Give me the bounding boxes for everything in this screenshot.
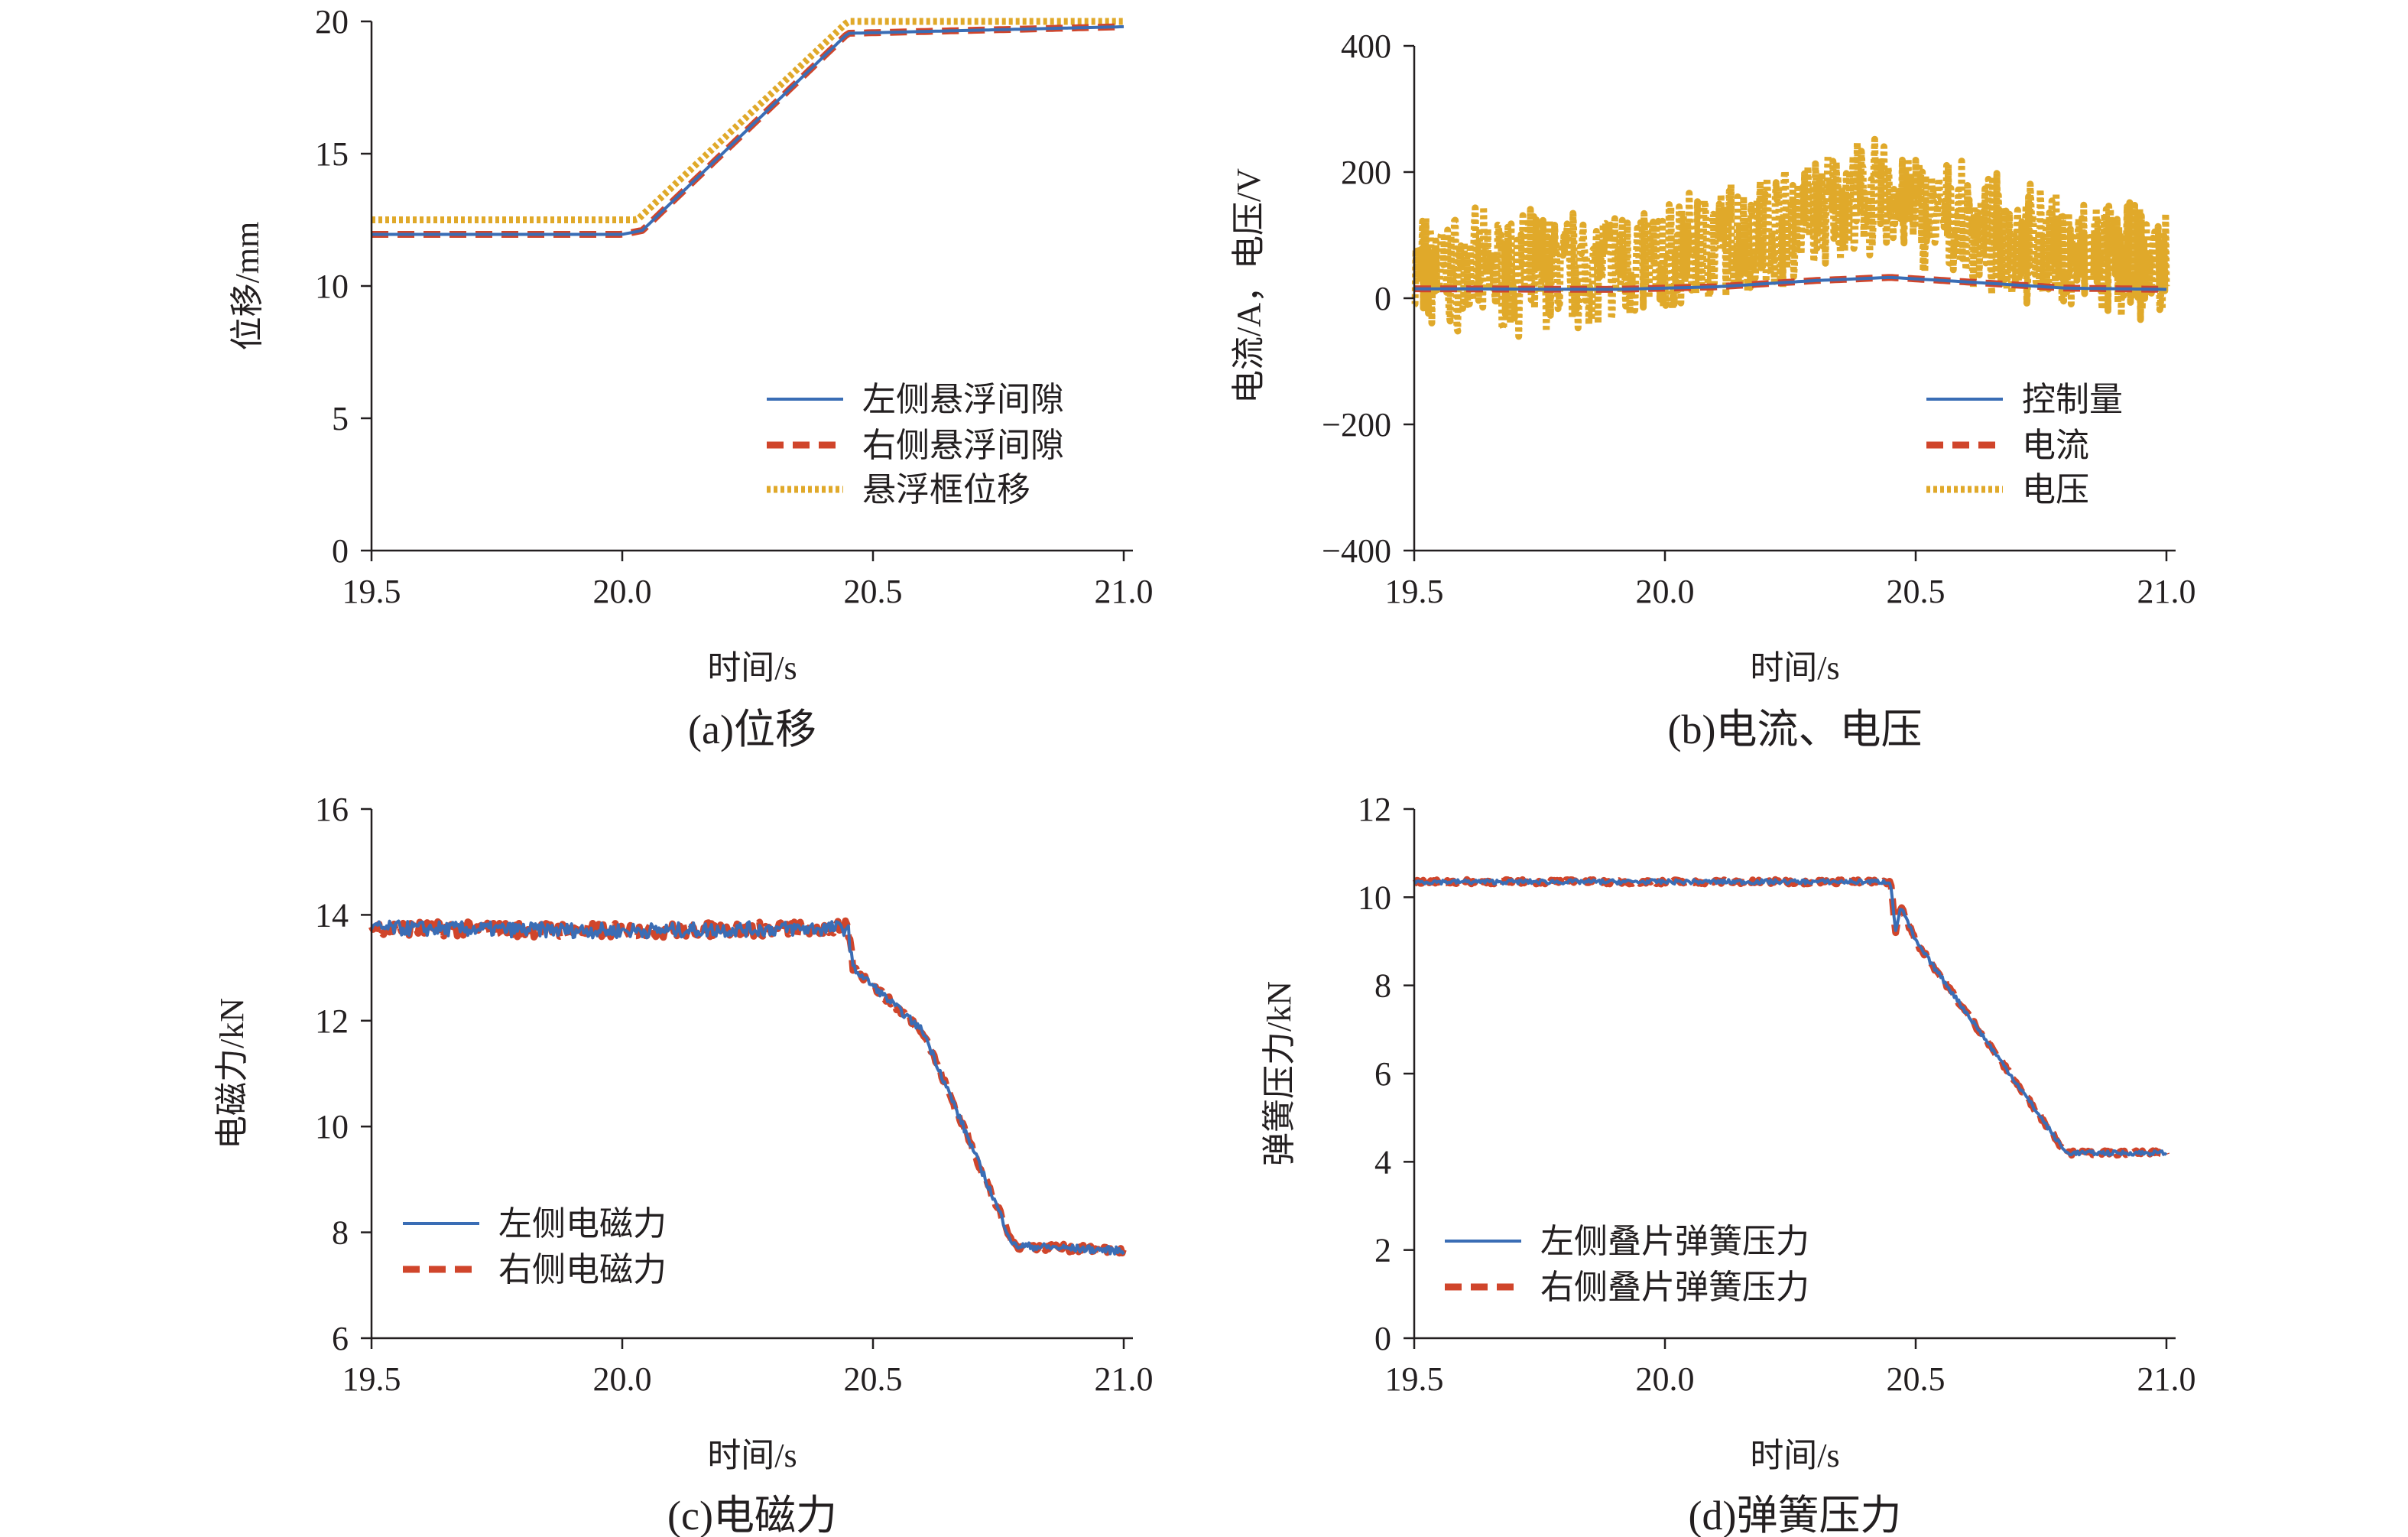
panel-b-series [1411, 135, 2170, 340]
legend-label: 右侧电磁力 [498, 1251, 667, 1288]
legend-label: 左侧电磁力 [498, 1205, 667, 1243]
panel-d-series [1412, 876, 2170, 1159]
panel-c-ticks: 19.5 20.0 20.5 21.0 6 8 10 12 14 16 [315, 791, 1154, 1398]
x-tick-label: 19.5 [342, 573, 401, 610]
legend-label: 左侧叠片弹簧压力 [1540, 1223, 1809, 1260]
series-line-1 [1413, 878, 2168, 1157]
legend-label: 右侧叠片弹簧压力 [1540, 1269, 1809, 1306]
series-line-3 [1411, 135, 2170, 340]
x-tick-label: 20.0 [1636, 573, 1695, 610]
x-tick-label: 20.5 [844, 573, 903, 610]
panel-a-xlabel: 时间/s [707, 649, 797, 687]
y-tick-label: 6 [332, 1320, 349, 1357]
panel-c-ylabel: 电磁力/kN [213, 998, 251, 1149]
panel-d: 19.5 20.0 20.5 21.0 0 2 4 6 8 10 12 弹簧压力/kN 时间/s (… [1261, 791, 2196, 1537]
y-tick-label: 20 [315, 3, 349, 41]
y-tick-label: 10 [315, 1108, 349, 1145]
x-tick-label: 20.5 [1887, 1360, 1946, 1398]
series-line-1 [370, 919, 1125, 1256]
y-tick-label: 5 [332, 400, 349, 437]
x-tick-label: 21.0 [1095, 1360, 1154, 1398]
y-tick-label: 12 [1358, 791, 1391, 828]
y-tick-label: 6 [1374, 1055, 1391, 1093]
y-tick-label: 14 [315, 896, 349, 934]
panel-a-series [372, 18, 1124, 238]
y-tick-label: 0 [1374, 280, 1391, 317]
panel-b-xlabel: 时间/s [1750, 649, 1839, 687]
x-tick-label: 19.5 [1385, 573, 1444, 610]
legend-label: 悬浮框位移 [862, 471, 1030, 509]
panel-c-series [368, 917, 1128, 1257]
legend-label: 右侧悬浮间隙 [862, 427, 1064, 464]
y-tick-label: 16 [315, 791, 349, 828]
y-tick-label: −400 [1322, 532, 1391, 570]
y-tick-label: 4 [1374, 1143, 1391, 1181]
series-line-1 [1414, 275, 2167, 291]
panel-d-legend: 左侧叠片弹簧压力 右侧叠片弹簧压力 [1445, 1223, 1809, 1306]
series-line-2 [368, 917, 1128, 1257]
panel-b-caption: (b)电流、电压 [1668, 707, 1923, 752]
x-tick-label: 20.5 [844, 1360, 903, 1398]
legend-label: 电压 [2022, 471, 2089, 509]
x-tick-label: 20.0 [593, 1360, 652, 1398]
x-tick-label: 21.0 [2137, 573, 2196, 610]
panel-b-ylabel: 电流/A，电压/V [1230, 168, 1267, 404]
x-tick-label: 21.0 [2137, 1360, 2196, 1398]
panel-d-xlabel: 时间/s [1750, 1437, 1839, 1474]
y-tick-label: 400 [1341, 28, 1391, 65]
x-tick-label: 19.5 [1385, 1360, 1444, 1398]
y-tick-label: 2 [1374, 1232, 1391, 1269]
legend-label: 控制量 [2022, 381, 2123, 418]
panel-c: 19.5 20.0 20.5 21.0 6 8 10 12 14 16 电磁力/kN 时间/s (… [213, 791, 1154, 1537]
panel-b-ticks: 19.5 20.0 20.5 21.0 400 200 0 −200 −400 [1322, 28, 2195, 610]
panel-a-ylabel: 位移/mm [229, 222, 266, 351]
legend-label: 左侧悬浮间隙 [862, 381, 1064, 418]
y-tick-label: 10 [315, 268, 349, 305]
series-line-1 [372, 24, 1124, 236]
panel-c-xlabel: 时间/s [707, 1437, 797, 1474]
y-tick-label: 15 [315, 135, 349, 173]
y-tick-label: 0 [1374, 1320, 1391, 1357]
panel-a-legend: 左侧悬浮间隙 右侧悬浮间隙 悬浮框位移 [767, 381, 1064, 509]
panel-a-ticks: 19.5 20.0 20.5 21.0 0 5 10 15 20 [315, 3, 1154, 610]
y-tick-label: 10 [1358, 879, 1391, 916]
panel-d-ylabel: 弹簧压力/kN [1261, 981, 1298, 1166]
panel-d-caption: (d)弹簧压力 [1689, 1493, 1902, 1537]
legend-label: 电流 [2022, 427, 2089, 464]
x-tick-label: 20.0 [593, 573, 652, 610]
series-line-3 [372, 18, 1124, 223]
x-tick-label: 20.0 [1636, 1360, 1695, 1398]
x-tick-label: 20.5 [1887, 573, 1946, 610]
panel-d-ticks: 19.5 20.0 20.5 21.0 0 2 4 6 8 10 12 [1358, 791, 2196, 1398]
panel-b-legend: 控制量 电流 电压 [1926, 381, 2123, 509]
panel-a: 19.5 20.0 20.5 21.0 0 5 10 15 20 位移/mm 时间/s (a)位… [229, 3, 1154, 752]
y-tick-label: 8 [332, 1214, 349, 1252]
panel-a-caption: (a)位移 [688, 707, 816, 752]
y-tick-label: 8 [1374, 967, 1391, 1005]
panel-c-caption: (c)电磁力 [667, 1493, 837, 1537]
y-tick-label: 200 [1341, 154, 1391, 191]
y-tick-label: −200 [1322, 406, 1391, 444]
x-tick-label: 19.5 [342, 1360, 401, 1398]
panel-c-legend: 左侧电磁力 右侧电磁力 [403, 1205, 667, 1288]
series-line-2 [1412, 876, 2170, 1159]
x-tick-label: 21.0 [1095, 573, 1154, 610]
panel-b: 19.5 20.0 20.5 21.0 400 200 0 −200 −400 电流/A，电压/… [1230, 28, 2196, 752]
y-tick-label: 0 [332, 532, 349, 570]
y-tick-label: 12 [315, 1002, 349, 1040]
